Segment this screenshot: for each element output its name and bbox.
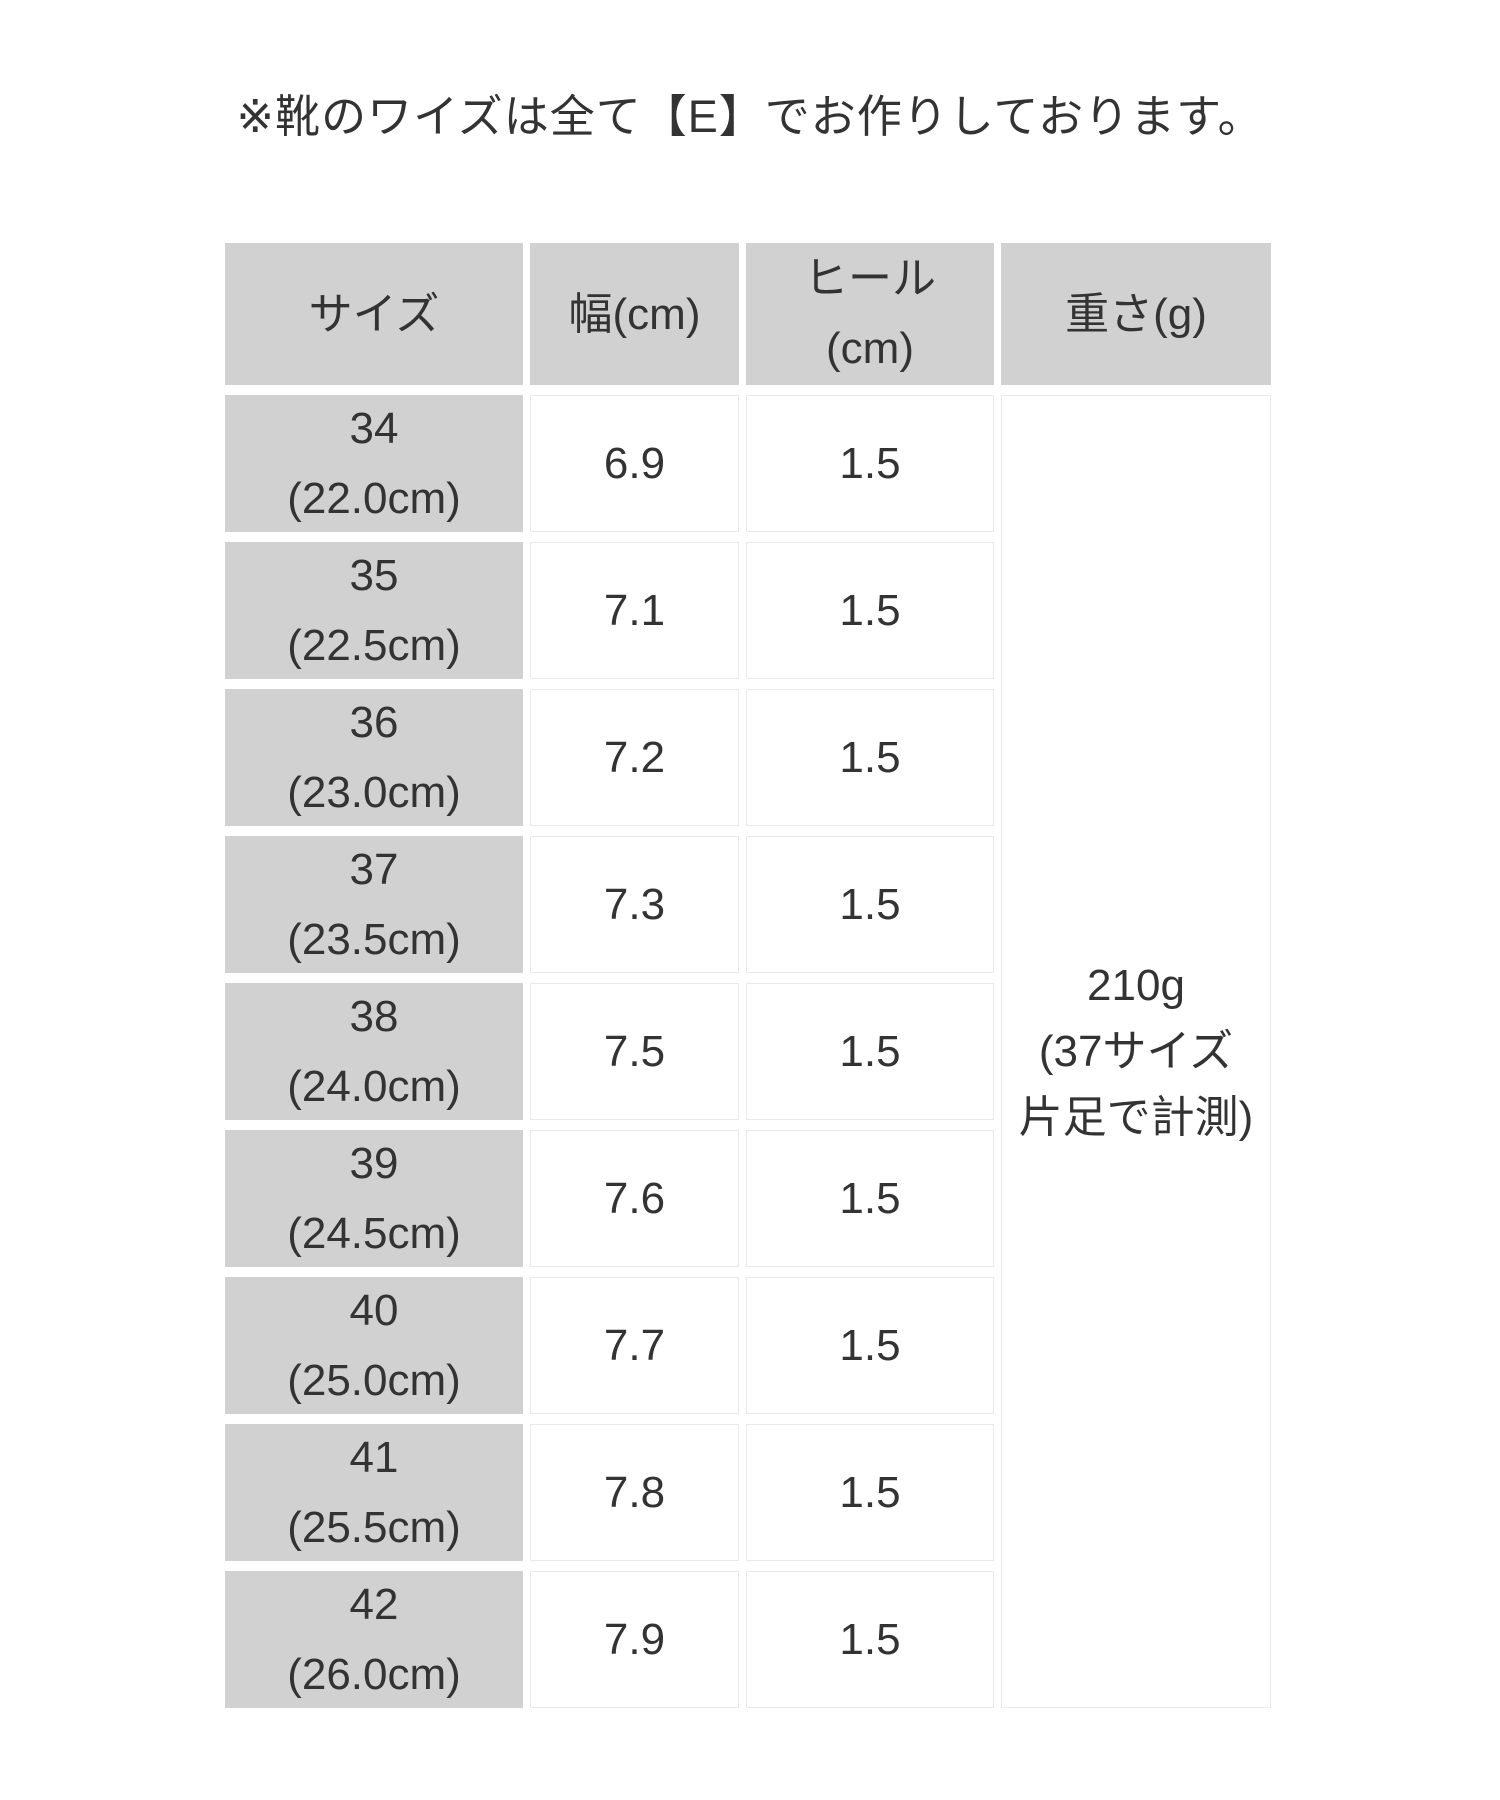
heel-cell-42: 1.5 bbox=[746, 1571, 994, 1708]
size-cell-42: 42 (26.0cm) bbox=[225, 1571, 523, 1708]
width-cell-40: 7.7 bbox=[530, 1277, 739, 1414]
heel-cell-37: 1.5 bbox=[746, 836, 994, 973]
size-cell-39: 39 (24.5cm) bbox=[225, 1130, 523, 1267]
size-cell-35: 35 (22.5cm) bbox=[225, 542, 523, 679]
heel-cell-35: 1.5 bbox=[746, 542, 994, 679]
shoe-width-note: ※靴のワイズは全て【E】でお作りしております。 bbox=[236, 91, 1264, 142]
width-cell-36: 7.2 bbox=[530, 689, 739, 826]
heel-cell-36: 1.5 bbox=[746, 689, 994, 826]
header-cell-heel: ヒール (cm) bbox=[746, 243, 994, 385]
heel-cell-40: 1.5 bbox=[746, 1277, 994, 1414]
heel-cell-34: 1.5 bbox=[746, 395, 994, 532]
heel-cell-41: 1.5 bbox=[746, 1424, 994, 1561]
header-cell-width: 幅(cm) bbox=[530, 243, 739, 385]
header-cell-size: サイズ bbox=[225, 243, 523, 385]
size-cell-37: 37 (23.5cm) bbox=[225, 836, 523, 973]
size-cell-41: 41 (25.5cm) bbox=[225, 1424, 523, 1561]
width-cell-37: 7.3 bbox=[530, 836, 739, 973]
width-cell-39: 7.6 bbox=[530, 1130, 739, 1267]
size-cell-34: 34 (22.0cm) bbox=[225, 395, 523, 532]
size-spec-table: サイズ 幅(cm) ヒール (cm) 重さ(g) 210g (37サイズ 片足で… bbox=[225, 243, 1271, 1708]
width-cell-34: 6.9 bbox=[530, 395, 739, 532]
size-cell-36: 36 (23.0cm) bbox=[225, 689, 523, 826]
heel-cell-38: 1.5 bbox=[746, 983, 994, 1120]
weight-merged-cell: 210g (37サイズ 片足で計測) bbox=[1001, 395, 1271, 1708]
header-cell-weight: 重さ(g) bbox=[1001, 243, 1271, 385]
width-cell-35: 7.1 bbox=[530, 542, 739, 679]
width-cell-41: 7.8 bbox=[530, 1424, 739, 1561]
width-cell-42: 7.9 bbox=[530, 1571, 739, 1708]
size-cell-40: 40 (25.0cm) bbox=[225, 1277, 523, 1414]
width-cell-38: 7.5 bbox=[530, 983, 739, 1120]
heel-cell-39: 1.5 bbox=[746, 1130, 994, 1267]
size-cell-38: 38 (24.0cm) bbox=[225, 983, 523, 1120]
